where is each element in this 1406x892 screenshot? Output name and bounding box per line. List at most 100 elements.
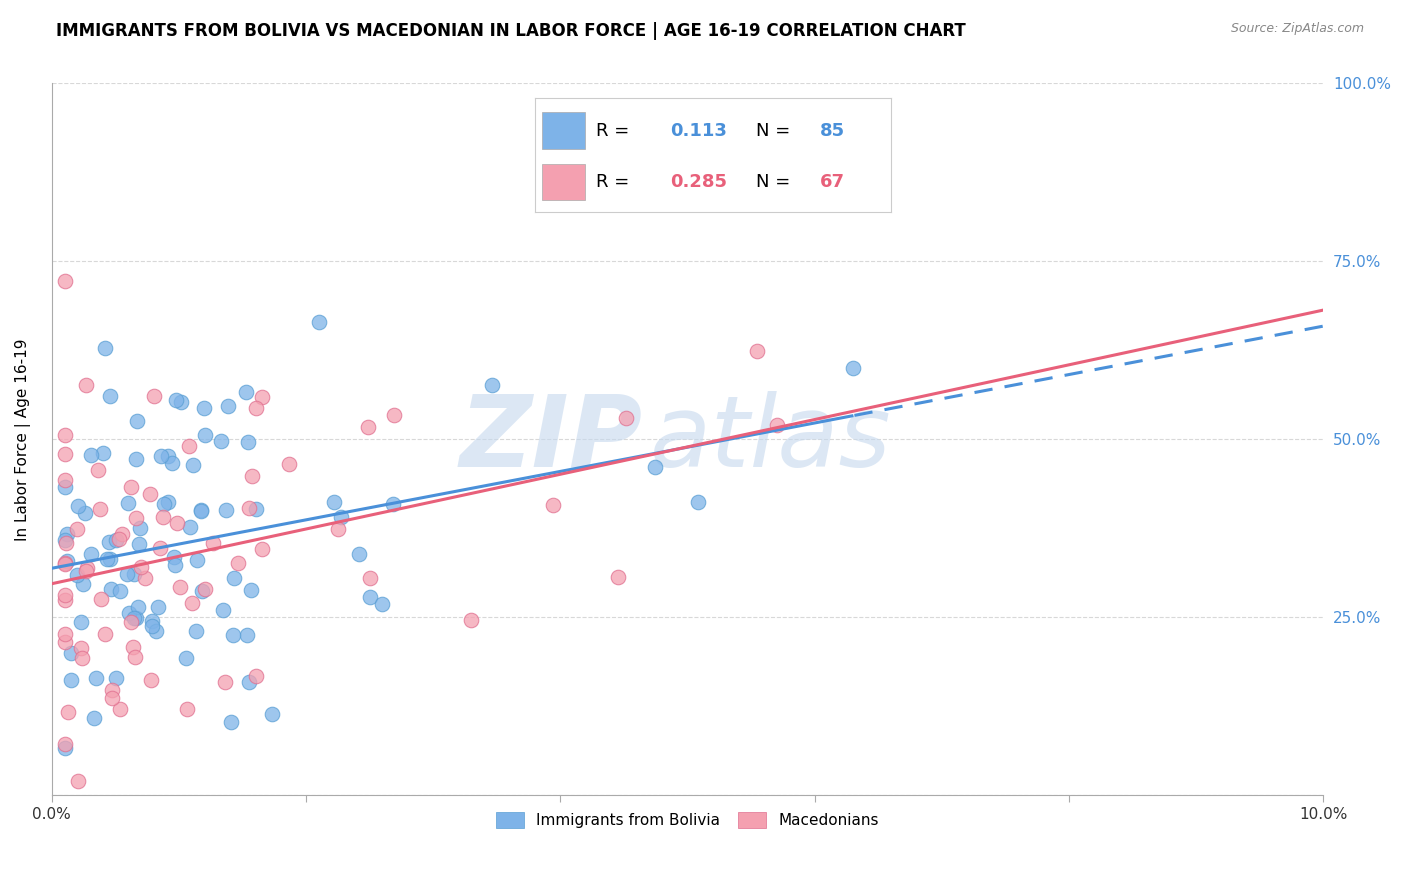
Point (329, 510, 352, 524)
Point (190, 503, 212, 517)
Point (614, 411, 637, 425)
Point (72, 577, 94, 591)
Text: Source: ZipAtlas.com: Source: ZipAtlas.com (1230, 22, 1364, 36)
Point (53, 447, 76, 461)
Text: IMMIGRANTS FROM BOLIVIA VS MACEDONIAN IN LABOR FORCE | AGE 16-19 CORRELATION CHA: IMMIGRANTS FROM BOLIVIA VS MACEDONIAN IN… (56, 22, 966, 40)
Point (176, 702, 198, 716)
Point (221, 714, 243, 729)
Point (53, 737, 76, 751)
Point (117, 496, 139, 510)
Point (66, 522, 89, 536)
Point (165, 558, 187, 572)
Point (156, 495, 179, 509)
Point (278, 457, 301, 471)
Point (236, 628, 259, 642)
Point (250, 541, 273, 556)
Point (236, 434, 259, 449)
Point (89, 502, 111, 516)
Point (55, 554, 77, 568)
Point (250, 391, 273, 405)
Point (228, 556, 250, 570)
Point (322, 495, 344, 509)
Point (240, 469, 263, 483)
Point (146, 599, 169, 614)
Point (53, 588, 76, 602)
Point (166, 516, 188, 530)
Point (129, 521, 152, 535)
Point (357, 420, 380, 434)
Point (75, 378, 97, 392)
Point (141, 615, 163, 629)
Point (541, 499, 564, 513)
Point (56, 527, 79, 541)
Point (141, 619, 163, 633)
Point (111, 527, 134, 541)
Point (688, 495, 710, 509)
Point (53, 626, 76, 640)
Point (53, 740, 76, 755)
Point (644, 460, 666, 475)
Point (606, 570, 628, 584)
Point (53, 593, 76, 607)
Point (122, 610, 145, 624)
Point (125, 610, 148, 624)
Point (60, 673, 83, 687)
Point (70, 615, 93, 630)
Legend: Immigrants from Bolivia, Macedonians: Immigrants from Bolivia, Macedonians (491, 805, 884, 834)
Point (222, 627, 245, 641)
Point (145, 624, 167, 638)
Point (209, 434, 232, 448)
Point (765, 418, 787, 433)
Point (152, 510, 174, 524)
Point (55, 536, 77, 550)
Point (359, 571, 381, 585)
Point (165, 392, 187, 407)
Point (201, 536, 224, 550)
Point (83, 711, 105, 725)
Point (382, 497, 405, 511)
Point (98, 551, 121, 566)
Point (86, 463, 108, 477)
Point (120, 480, 142, 494)
Point (179, 520, 201, 534)
Point (94, 341, 117, 355)
Point (245, 502, 267, 516)
Point (125, 414, 148, 428)
Point (118, 606, 141, 620)
Point (194, 582, 217, 596)
Point (190, 504, 212, 518)
Point (53, 635, 76, 649)
Point (125, 451, 148, 466)
Point (328, 522, 350, 536)
Point (129, 560, 152, 574)
Point (240, 582, 263, 597)
Point (53, 480, 76, 494)
Point (238, 674, 260, 689)
Point (222, 571, 245, 585)
Point (67, 500, 90, 514)
Point (53, 556, 76, 570)
Point (100, 389, 122, 403)
Point (217, 399, 239, 413)
Point (100, 690, 122, 705)
Point (101, 683, 124, 698)
Point (170, 395, 193, 409)
Point (84, 671, 107, 685)
Point (186, 553, 208, 567)
Point (75, 565, 97, 579)
Point (238, 500, 260, 515)
Point (66, 567, 89, 582)
Point (80, 547, 103, 561)
Point (842, 361, 865, 376)
Point (53, 473, 76, 487)
Point (115, 566, 138, 581)
Point (100, 582, 122, 597)
Point (156, 449, 179, 463)
Point (371, 598, 394, 612)
Point (128, 537, 150, 551)
Point (184, 624, 207, 639)
Point (124, 650, 146, 665)
Point (122, 566, 145, 581)
Point (110, 584, 132, 599)
Point (59, 646, 82, 660)
